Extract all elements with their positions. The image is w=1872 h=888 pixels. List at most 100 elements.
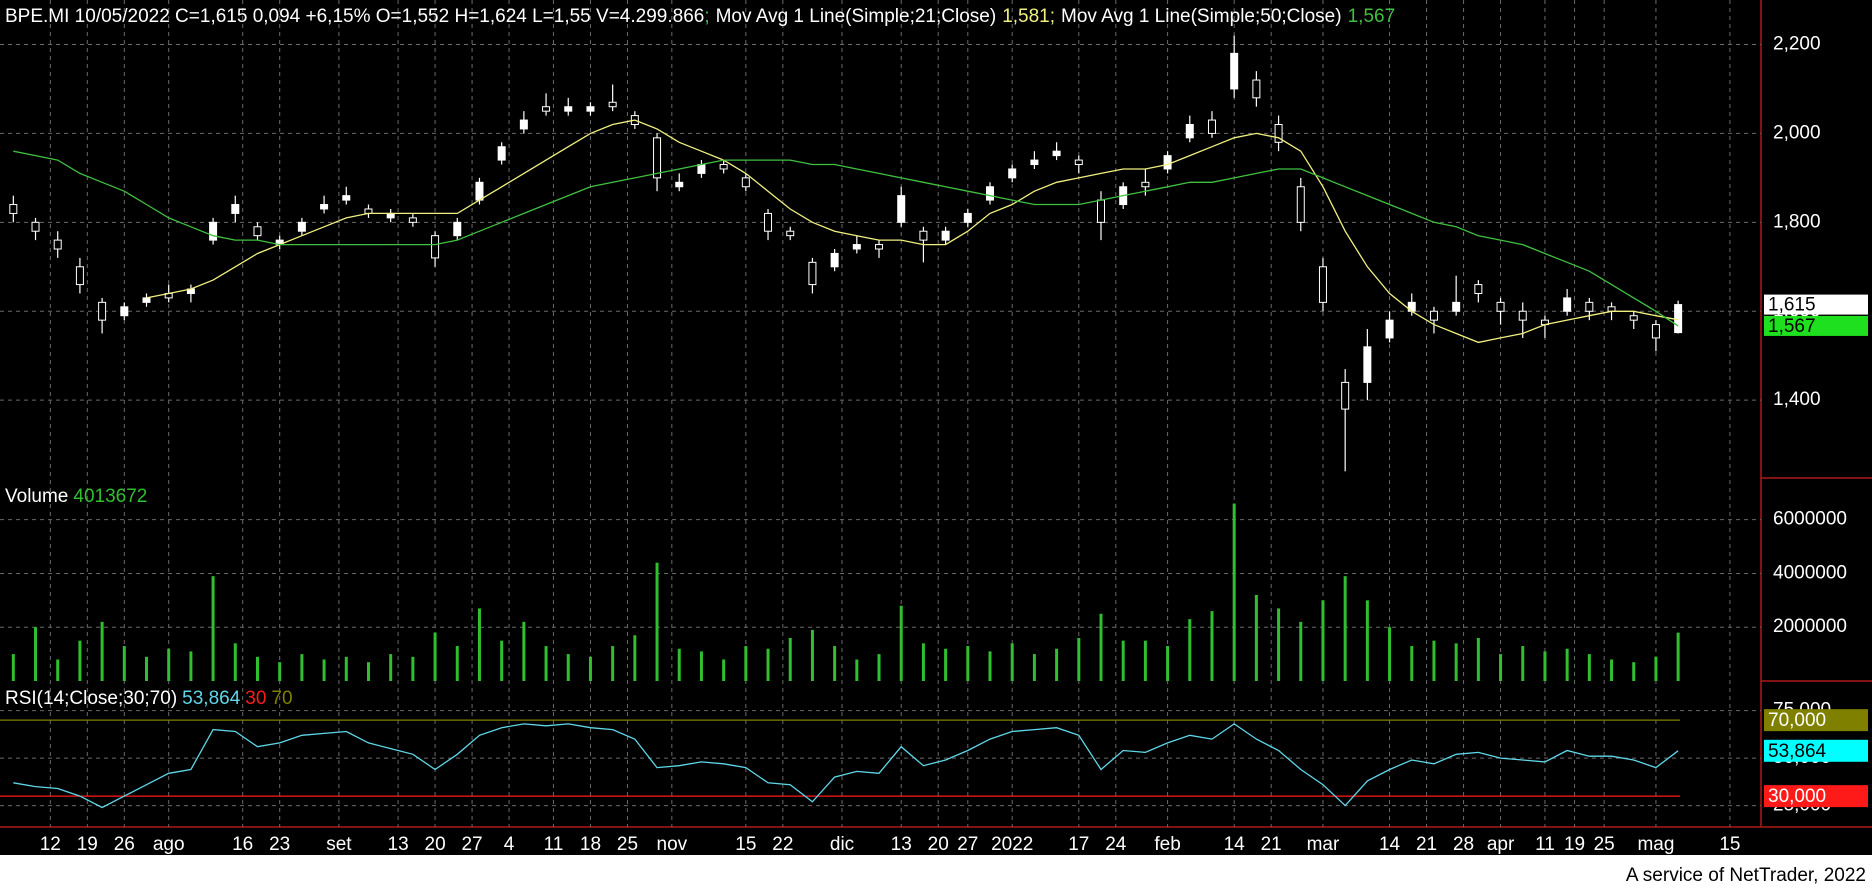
candle-body (209, 221, 218, 241)
candle-body (1163, 155, 1172, 170)
volume-bar (1188, 619, 1192, 681)
x-tick-label: 2022 (991, 834, 1033, 855)
candle-body (1141, 181, 1150, 188)
volume-bar (1610, 659, 1614, 681)
last-value-box (1764, 294, 1868, 315)
candle-body (653, 137, 662, 179)
x-tick-label: set (326, 834, 352, 855)
volume-bar (899, 605, 903, 681)
y-tick-label: 1,400 (1773, 389, 1821, 410)
candle-body (1074, 159, 1083, 166)
x-tick-label: 14 (1379, 834, 1401, 855)
volume-bar (855, 659, 859, 681)
volume-bar (433, 632, 437, 681)
candle-body (1052, 150, 1061, 157)
x-tick-label: 23 (269, 834, 290, 855)
header-title: BPE.MI 10/05/2022 C=1,615 0,094 +6,15% O… (5, 6, 704, 27)
candle-body (1518, 310, 1527, 321)
volume-bar (56, 659, 60, 681)
volume-bar (34, 627, 38, 681)
moving-average (146, 119, 1679, 344)
candle-body (1252, 79, 1261, 99)
candle-body (497, 146, 506, 161)
last-value-label: 1,567 (1768, 316, 1816, 337)
candle-body (741, 177, 750, 188)
legend-threshold: 30 (245, 688, 266, 709)
x-tick-label: 17 (1068, 834, 1089, 855)
x-tick-label: 14 (1224, 834, 1246, 855)
y-tick-label: 1,800 (1773, 211, 1821, 232)
volume-bar (1476, 637, 1480, 681)
x-tick-label: 12 (40, 834, 61, 855)
volume-bar (455, 646, 459, 681)
candle-body (586, 106, 595, 112)
candle-body (453, 221, 462, 237)
volume-bar (366, 662, 370, 681)
volume-bar (1388, 627, 1392, 681)
x-tick-label: 27 (957, 834, 978, 855)
x-tick-label: 28 (1453, 834, 1474, 855)
volume-bar (233, 643, 237, 681)
volume-bar (744, 646, 748, 681)
last-value-label: 53,864 (1768, 741, 1827, 762)
y-tick-label: 2000000 (1773, 616, 1847, 637)
last-value-label: 1,615 (1768, 295, 1816, 316)
volume-bar (677, 648, 681, 681)
candle-body (1674, 304, 1683, 334)
volume-bar (1277, 608, 1281, 681)
x-tick-label: mag (1637, 834, 1674, 855)
x-tick-label: 13 (891, 834, 912, 855)
x-tick-label: 11 (544, 834, 564, 855)
legend-value: 1,581 (1002, 6, 1050, 27)
candle-body (1607, 306, 1616, 312)
candle-body (941, 230, 950, 241)
volume-bar (1565, 648, 1569, 681)
volume-bar (833, 646, 837, 681)
volume-bar (1210, 611, 1214, 681)
volume-bar (633, 635, 637, 681)
x-tick-label: 25 (617, 834, 638, 855)
x-tick-label: 18 (580, 834, 601, 855)
x-tick-label: 11 (1535, 834, 1555, 855)
volume-bar (1676, 632, 1680, 681)
panel-title: Volume (5, 486, 68, 507)
legend-name: Mov Avg 1 Line(Simple;50;Close) (1061, 6, 1342, 27)
x-tick-label: mar (1307, 834, 1340, 855)
volume-bar (1432, 640, 1436, 681)
candle-body (386, 212, 395, 219)
x-tick-label: 15 (1719, 834, 1740, 855)
volume-bar (788, 637, 792, 681)
legend-threshold: 70 (271, 688, 292, 709)
footer: A service of NetTrader, 2022 (1626, 865, 1866, 886)
volume-bar (722, 659, 726, 681)
volume-bar (1632, 662, 1636, 681)
volume-bar (1299, 621, 1303, 681)
candle-body (9, 204, 18, 214)
candle-body (53, 239, 62, 250)
candle-body (142, 297, 151, 303)
candle-body (1230, 52, 1239, 90)
candle-body (1185, 124, 1194, 139)
volume-bar (500, 640, 504, 681)
threshold-box (1764, 785, 1868, 808)
volume-bar (1543, 651, 1547, 681)
x-tick-label: dic (830, 834, 854, 855)
volume-bar (211, 576, 215, 681)
x-tick-label: 15 (735, 834, 756, 855)
candle-body (963, 212, 972, 223)
volume-bar (877, 654, 881, 681)
volume-bar (1099, 613, 1103, 681)
volume-bar (1143, 640, 1147, 681)
volume-bar (522, 621, 526, 681)
candle-body (875, 244, 884, 250)
candle-body (1318, 266, 1327, 303)
volume-bar (1654, 656, 1658, 681)
candle-body (408, 217, 417, 223)
candle-body (608, 101, 617, 108)
volume-bar (810, 629, 814, 681)
volume-bar (1343, 576, 1347, 681)
last-value-box (1764, 739, 1868, 762)
volume-bar (1010, 643, 1014, 681)
